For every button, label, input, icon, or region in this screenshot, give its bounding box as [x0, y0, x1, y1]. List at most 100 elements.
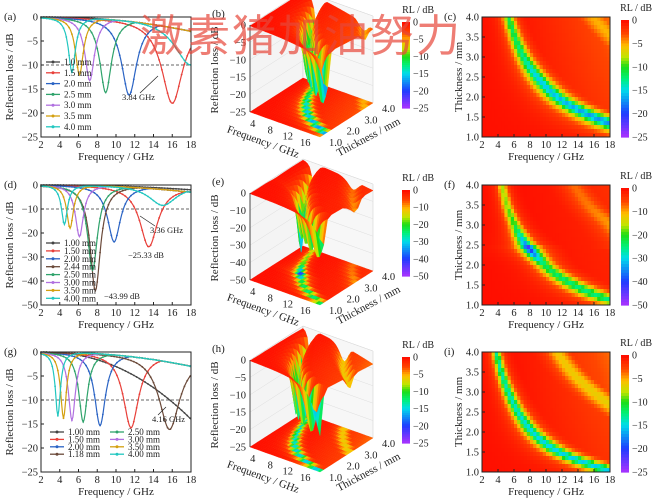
heatmap-cell: [555, 285, 560, 290]
heatmap-cell: [517, 209, 521, 214]
y-tick-label: −10: [22, 61, 38, 72]
heatmap-cell: [507, 189, 512, 194]
heatmap-cell: [504, 49, 509, 54]
heatmap-cell: [562, 213, 566, 218]
heatmap-cell: [488, 41, 493, 46]
colorbar-label: RL / dB: [620, 3, 652, 14]
heatmap-cell: [501, 129, 505, 134]
heatmap-cell: [584, 109, 589, 114]
heatmap-cell: [488, 213, 493, 218]
heatmap-cell: [507, 249, 512, 254]
data-point: [96, 237, 99, 239]
heatmap-cell: [488, 273, 493, 278]
heatmap-cell: [482, 193, 486, 198]
heatmap-cell: [594, 125, 598, 130]
heatmap-cell: [597, 69, 601, 74]
heatmap-cell: [590, 121, 595, 126]
heatmap-cell: [587, 129, 592, 134]
heatmap-cell: [536, 25, 541, 30]
heatmap-cell: [552, 241, 557, 246]
heatmap-cell: [494, 53, 499, 58]
heatmap-cell: [584, 45, 589, 50]
heatmap-cell: [504, 229, 509, 234]
heatmap-cell: [520, 209, 525, 214]
heatmap-cell: [587, 41, 592, 46]
heatmap-cell: [533, 61, 537, 66]
data-point: [175, 194, 177, 196]
heatmap-cell: [482, 273, 486, 278]
heatmap-cell: [520, 101, 525, 106]
heatmap-cell: [565, 257, 569, 262]
heatmap-cell: [600, 49, 605, 54]
heatmap-cell: [558, 213, 563, 218]
heatmap-cell: [565, 77, 569, 82]
legend-marker: [51, 281, 55, 284]
heatmap-cell: [587, 33, 592, 38]
y-tick-label: 1.0: [466, 133, 479, 144]
heatmap-cell: [485, 105, 489, 110]
heatmap-cell: [510, 201, 515, 206]
heatmap-cell: [562, 281, 566, 286]
heatmap-cell: [526, 205, 531, 210]
heatmap-cell: [565, 125, 569, 130]
heatmap-cell: [555, 85, 560, 90]
data-point: [127, 186, 130, 189]
heatmap-cell: [482, 109, 486, 114]
heatmap-cell: [549, 29, 553, 34]
heatmap-cell: [552, 93, 557, 98]
heatmap-cell: [558, 257, 563, 262]
heatmap-cell: [533, 117, 537, 122]
heatmap-cell: [536, 277, 541, 282]
heatmap-cell: [536, 129, 541, 134]
heatmap-cell: [530, 293, 534, 298]
data-point: [73, 24, 76, 27]
x-axis-label: Frequency / GHz: [78, 151, 154, 163]
heatmap-cell: [552, 269, 557, 274]
heatmap-cell: [482, 225, 486, 230]
heatmap-cell: [578, 97, 582, 102]
heatmap-cell: [507, 69, 512, 74]
heatmap-cell: [526, 21, 531, 26]
legend-marker: [51, 296, 55, 300]
heatmap-cell: [520, 41, 525, 46]
heatmap-cell: [520, 57, 525, 62]
heatmap-cell: [542, 129, 547, 134]
data-point: [161, 204, 163, 207]
heatmap-cell: [507, 245, 512, 250]
heatmap-cell: [523, 289, 528, 294]
heatmap-cell: [514, 253, 518, 258]
heatmap-cell: [507, 105, 512, 110]
heatmap-cell: [485, 73, 489, 78]
y-tick-label: 0: [33, 181, 38, 192]
data-point: [62, 196, 65, 198]
data-point: [99, 187, 101, 189]
colorbar-tick-label: −50: [413, 272, 429, 283]
heatmap-cell: [562, 229, 566, 234]
heatmap-cell: [533, 221, 537, 226]
heatmap-cell: [584, 101, 589, 106]
heatmap-cell: [488, 209, 493, 214]
heatmap-cell: [568, 193, 573, 198]
data-point: [152, 26, 155, 29]
data-point: [177, 28, 180, 30]
heatmap-cell: [530, 21, 534, 26]
heatmap-cell: [491, 101, 496, 106]
heatmap-cell: [498, 253, 502, 258]
heatmap-cell: [533, 57, 537, 62]
heatmap-cell: [514, 213, 518, 218]
heatmap-cell: [597, 17, 601, 22]
heatmap-cell: [549, 89, 553, 94]
heatmap-cell: [587, 45, 592, 50]
data-point: [104, 26, 107, 29]
heatmap-cell: [523, 197, 528, 202]
annotation-arrow: [139, 215, 156, 227]
heatmap-cell: [530, 257, 534, 262]
data-point: [107, 29, 110, 32]
heatmap-cell: [520, 297, 525, 302]
heatmap-cell: [539, 209, 544, 214]
data-point: [99, 217, 101, 220]
legend-marker: [51, 265, 55, 269]
heatmap-cell: [494, 193, 499, 198]
heatmap-cell: [494, 245, 499, 250]
